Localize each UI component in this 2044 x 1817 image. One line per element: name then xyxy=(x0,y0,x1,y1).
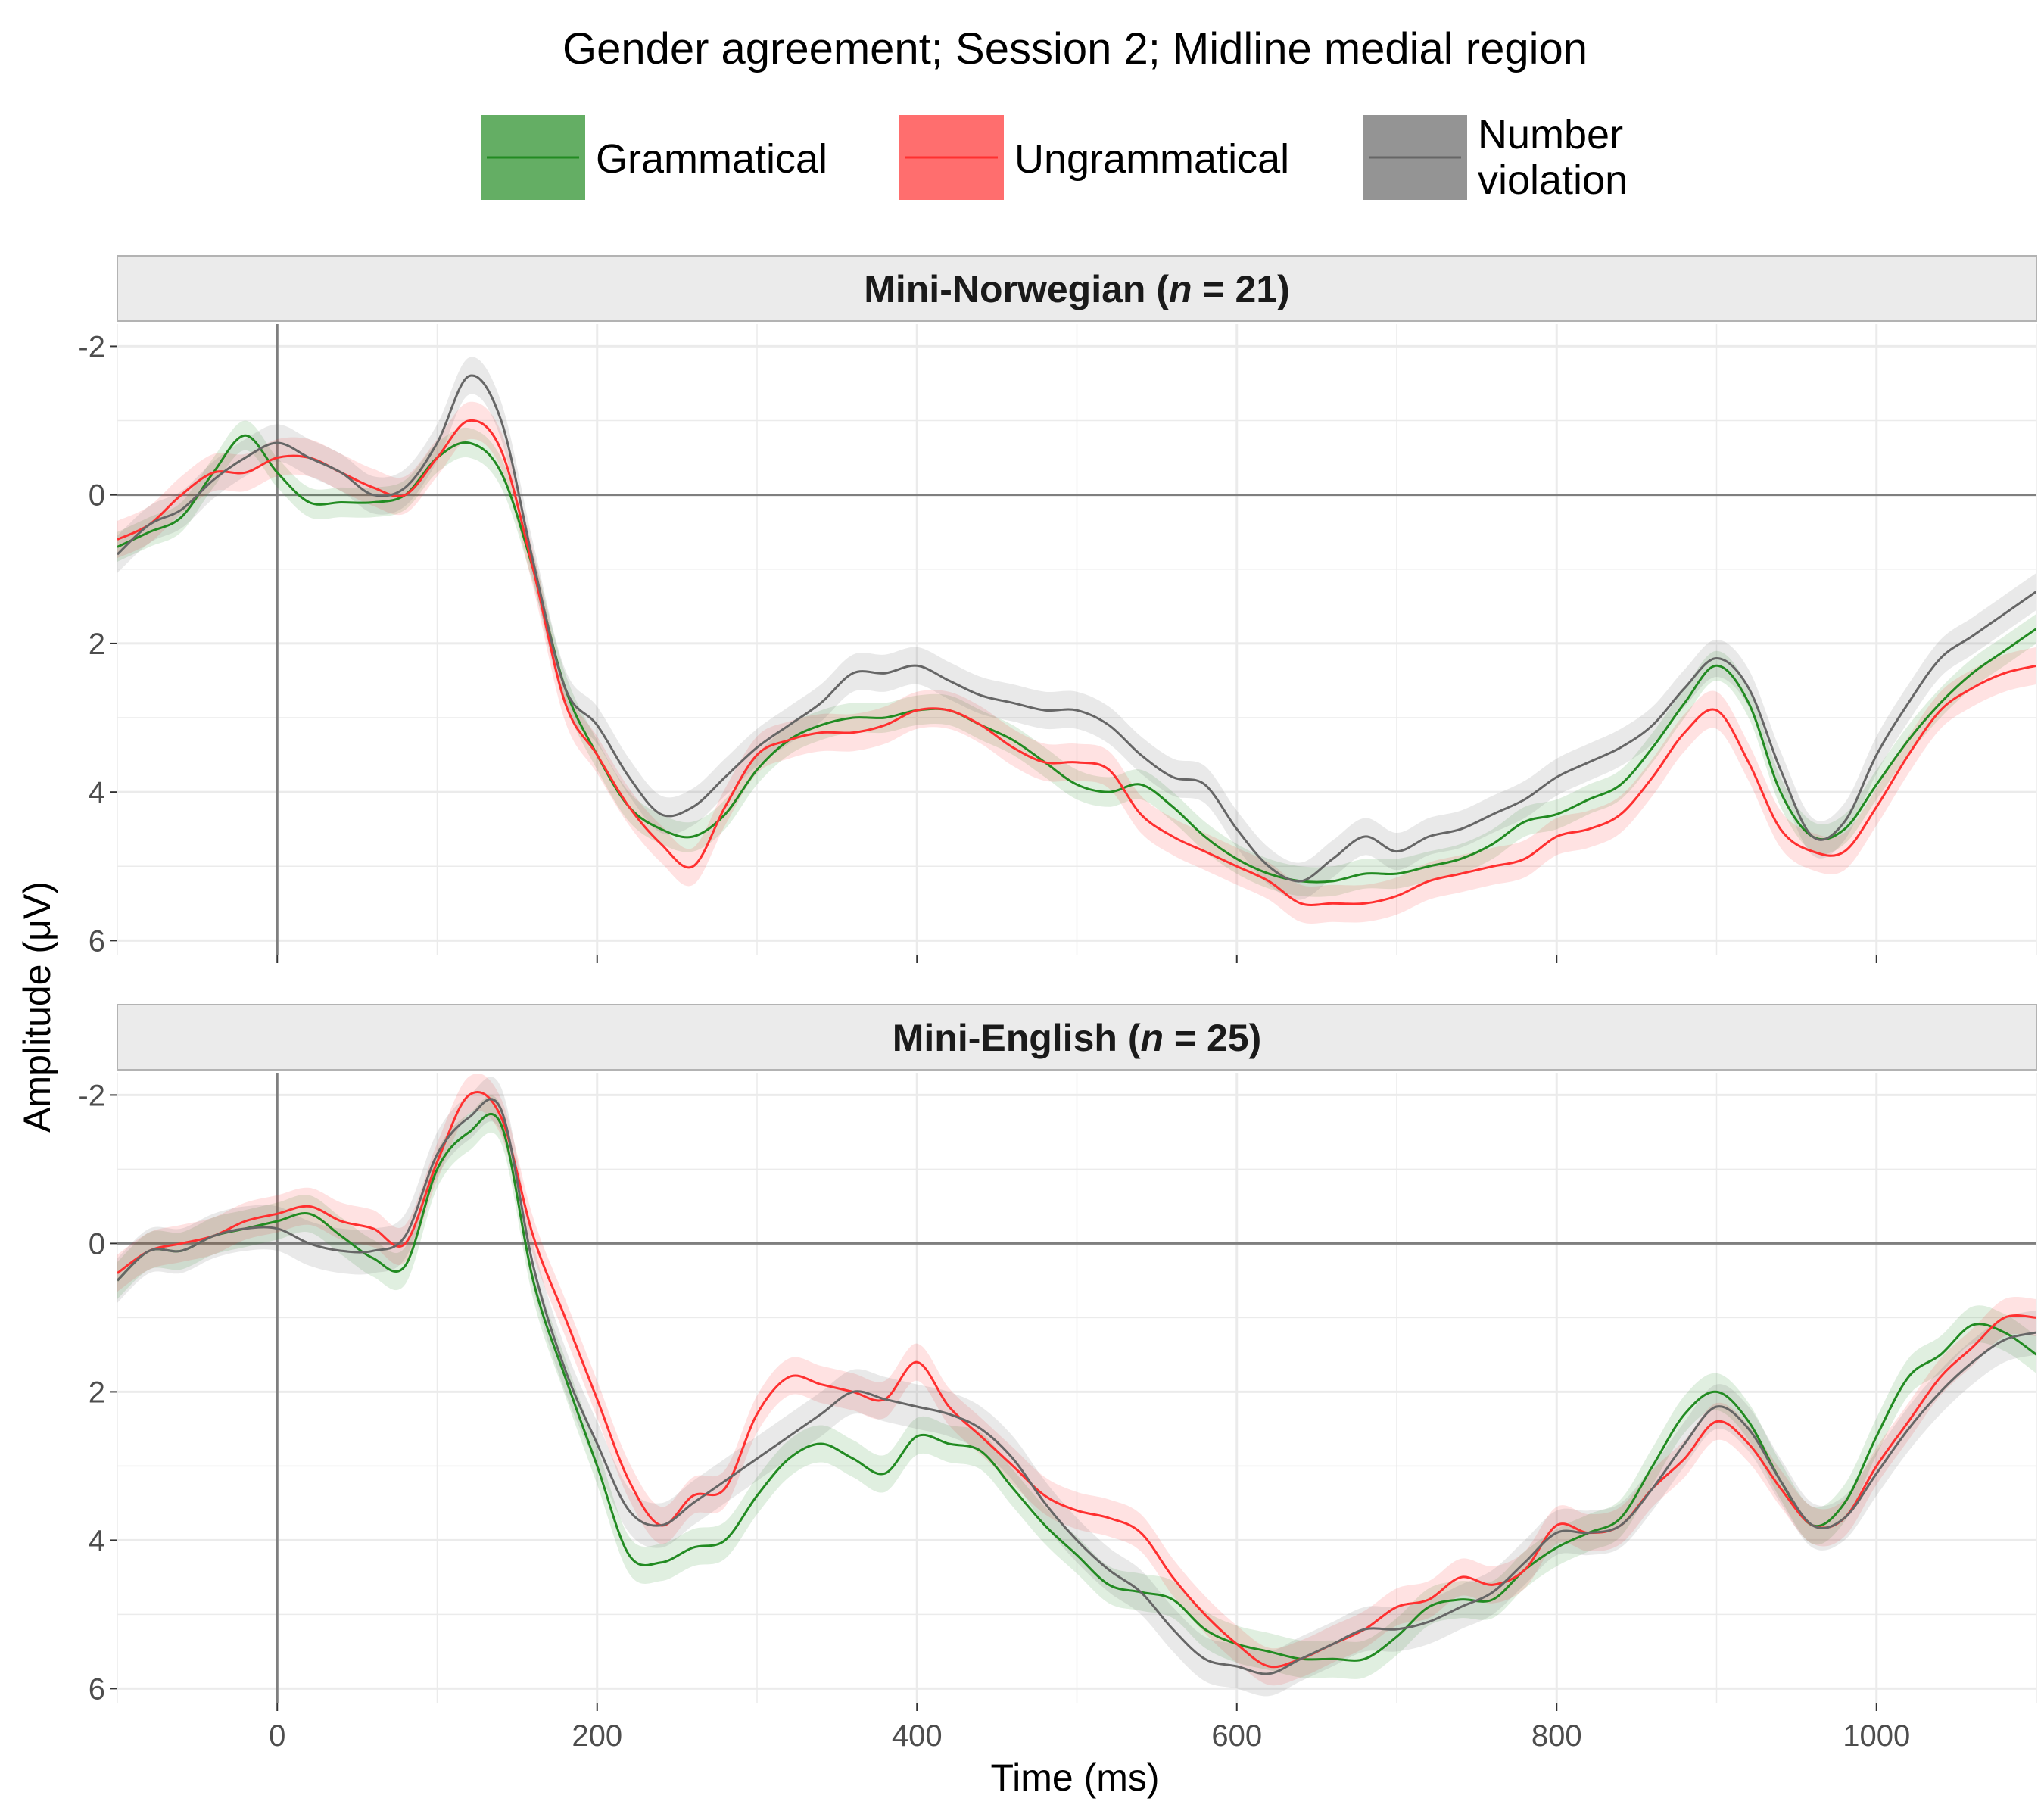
panel-grid xyxy=(117,324,2037,955)
ribbon-ungrammatical xyxy=(117,401,2036,924)
panels: Mini-Norwegian (n = 21)-20246Mini-Englis… xyxy=(78,255,2037,1711)
panel-strip xyxy=(117,1004,2037,1071)
x-tick-label: 400 xyxy=(892,1719,943,1753)
x-tick-label: 200 xyxy=(572,1719,622,1753)
y-tick-label: 0 xyxy=(89,1227,105,1261)
ribbon-number-violation xyxy=(117,357,2036,900)
panel-title: Mini-Norwegian (n = 21) xyxy=(864,268,1290,310)
x-tick-label: 0 xyxy=(269,1719,285,1753)
y-tick-label: 6 xyxy=(89,1672,105,1706)
y-tick-label: 6 xyxy=(89,924,105,958)
y-tick-label: 2 xyxy=(89,1376,105,1409)
x-axis: 0 200 400 600 800 1000 xyxy=(269,1719,1910,1753)
y-tick-label: -2 xyxy=(78,330,105,363)
y-tick-label: 4 xyxy=(89,1524,105,1557)
y-tick-label: -2 xyxy=(78,1079,105,1112)
y-axis-title: Amplitude (μV) xyxy=(16,881,58,1133)
x-tick-label: 1000 xyxy=(1843,1719,1910,1753)
x-tick-label: 800 xyxy=(1531,1719,1582,1753)
series-line-number-violation xyxy=(117,1098,2036,1675)
y-tick-label: 4 xyxy=(89,776,105,809)
legend-item-grammatical: Grammatical xyxy=(481,115,827,200)
x-axis-title: Time (ms) xyxy=(990,1756,1159,1799)
panel-title: Mini-English (n = 25) xyxy=(893,1017,1262,1059)
panel-1: Mini-Norwegian (n = 21) -2 0 2 4 6 xyxy=(78,255,2037,963)
legend-label: Ungrammatical xyxy=(1014,136,1289,182)
panel-strip xyxy=(117,255,2037,322)
ribbon-number-violation xyxy=(117,1077,2036,1697)
legend-label-line: violation xyxy=(1478,157,1628,203)
legend-item-ungrammatical: Ungrammatical xyxy=(899,115,1289,200)
series-line-ungrammatical xyxy=(117,1091,2036,1669)
series-line-ungrammatical xyxy=(117,419,2036,906)
y-tick-label: 0 xyxy=(89,479,105,513)
legend-label: Grammatical xyxy=(596,136,827,182)
series-line-number-violation xyxy=(117,374,2036,883)
x-tick-label: 600 xyxy=(1211,1719,1262,1753)
panel-grid xyxy=(117,1073,2037,1703)
legend-label-line: Number xyxy=(1478,112,1623,157)
series-line-grammatical xyxy=(117,1112,2036,1662)
y-tick-label: 2 xyxy=(89,628,105,661)
chart-title: Gender agreement; Session 2; Midline med… xyxy=(562,24,1588,73)
panel-2: Mini-English (n = 25) -2 0 2 4 6 xyxy=(78,1004,2037,1711)
